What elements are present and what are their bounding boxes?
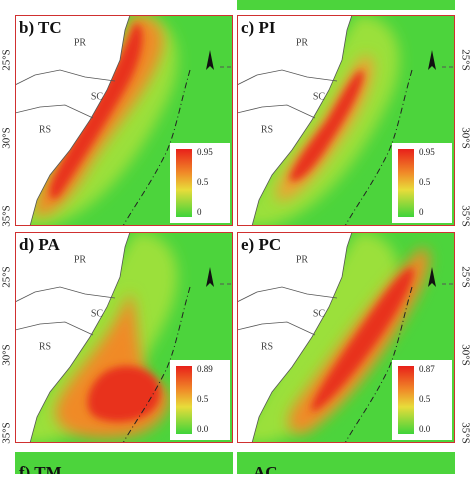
map-panel: PR SC RS 0.95 0.5 0 b) TC 25°S 30°S 35°S [1, 15, 233, 227]
panel-frame [237, 232, 455, 443]
north-arrow [206, 50, 214, 70]
panel-label: c) PI [241, 18, 276, 37]
colorbar-label: 0 [197, 207, 202, 217]
panel-frame [15, 15, 233, 226]
map-panel: PR SC RS 0.95 0.5 0 c) PI 25°S 30°S 35°S [237, 15, 471, 227]
region-label: PR [296, 37, 309, 48]
region-label: RS [261, 124, 273, 135]
state-border [237, 69, 338, 86]
map-body: PR SC RS 0.89 0.5 0.0 d) PA [15, 232, 233, 443]
map-body: PR SC RS 0.95 0.5 0 b) TC [15, 15, 233, 226]
state-border [237, 321, 316, 336]
colorbar-label: 0.87 [419, 364, 435, 374]
region-label: PR [74, 37, 87, 48]
latitude-label: 35°S [459, 205, 471, 227]
state-border [15, 321, 94, 336]
colorbar-label: 0.95 [419, 147, 435, 157]
map-body: PR SC RS 0.87 0.5 0.0 e) PC [237, 232, 455, 443]
latitude-label: 30°S [1, 344, 13, 366]
north-arrow [428, 50, 436, 70]
partial-map-top [237, 0, 455, 10]
partial-panel-label: f) TM [19, 463, 62, 474]
colorbar-label: 0.5 [419, 177, 431, 187]
latitude-label: 25°S [1, 266, 13, 288]
state-border [15, 69, 116, 86]
region-label: SC [91, 308, 104, 319]
latitude-label: 25°S [459, 49, 471, 71]
shelf-line [344, 69, 413, 226]
latitude-label: 30°S [1, 127, 13, 149]
partial-map-bottom [237, 452, 455, 474]
region-label: SC [91, 91, 104, 102]
map-panel: PR SC RS 0.89 0.5 0.0 d) PA 25°S 30°S 35°S [1, 232, 233, 444]
suitability-hotspot [87, 366, 161, 422]
state-border [237, 104, 316, 119]
suitability-hotspot [311, 267, 414, 412]
state-border [15, 104, 94, 119]
north-arrow [428, 267, 436, 287]
colorbar-label: 0.5 [197, 394, 209, 404]
north-arrow [206, 267, 214, 287]
suitability-hotspot [289, 70, 364, 182]
latitude-label: 30°S [459, 344, 471, 366]
partial-panel-label: AC [253, 463, 278, 474]
latitude-label: 30°S [459, 127, 471, 149]
latitude-label: 35°S [1, 422, 13, 444]
panel-frame [15, 232, 233, 443]
panel-frame [237, 15, 455, 226]
land [237, 232, 353, 443]
shelf-line [122, 69, 191, 226]
panel-label: b) TC [19, 18, 62, 37]
panel-label: e) PC [241, 235, 281, 254]
land [15, 15, 131, 226]
region-label: SC [313, 308, 326, 319]
colorbar-label: 0 [419, 207, 424, 217]
colorbar [398, 149, 414, 217]
land [15, 232, 131, 443]
colorbar [176, 149, 192, 217]
suitability-mid [237, 232, 400, 443]
latitude-label: 25°S [459, 266, 471, 288]
colorbar-label: 0.0 [419, 424, 431, 434]
shelf-line [122, 286, 191, 443]
map-body: PR SC RS 0.95 0.5 0 c) PI [237, 15, 455, 226]
colorbar [176, 366, 192, 434]
partial-map-bottom [15, 452, 233, 474]
region-label: RS [261, 341, 273, 352]
panel-label: d) PA [19, 235, 60, 254]
region-label: PR [74, 254, 87, 265]
region-label: PR [296, 254, 309, 265]
region-label: SC [313, 91, 326, 102]
colorbar-label: 0.89 [197, 364, 213, 374]
suitability-hotspot [49, 23, 143, 199]
state-border [15, 286, 116, 303]
colorbar-label: 0.5 [419, 394, 431, 404]
latitude-label: 25°S [1, 49, 13, 71]
latitude-label: 35°S [1, 205, 13, 227]
latitude-label: 35°S [459, 422, 471, 444]
colorbar-label: 0.5 [197, 177, 209, 187]
colorbar-label: 0.95 [197, 147, 213, 157]
region-label: RS [39, 341, 51, 352]
colorbar [398, 366, 414, 434]
colorbar-label: 0.0 [197, 424, 209, 434]
suitability-mid [15, 232, 178, 443]
shelf-line [344, 286, 413, 443]
land [237, 15, 353, 226]
map-panel: PR SC RS 0.87 0.5 0.0 e) PC 25°S 30°S 35°S [237, 232, 471, 444]
region-label: RS [39, 124, 51, 135]
state-border [237, 286, 338, 303]
